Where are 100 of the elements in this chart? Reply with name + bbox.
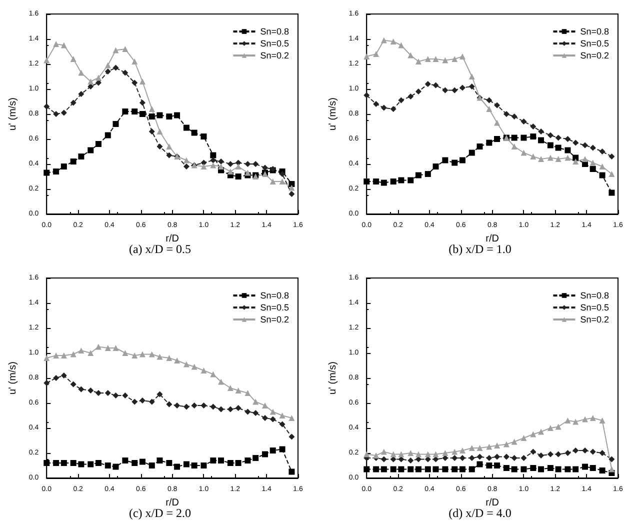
- point: [112, 464, 119, 470]
- point: [270, 448, 276, 454]
- point: [468, 455, 475, 461]
- point: [582, 156, 588, 162]
- point: [53, 375, 60, 381]
- point: [44, 170, 50, 176]
- point: [200, 402, 207, 408]
- point: [60, 110, 67, 116]
- point: [122, 458, 128, 464]
- point: [373, 466, 380, 472]
- point: [555, 156, 562, 162]
- point: [486, 140, 492, 146]
- point: [122, 46, 128, 52]
- point: [608, 466, 615, 472]
- point: [555, 451, 562, 458]
- point: [148, 351, 155, 358]
- point: [459, 466, 466, 472]
- point: [53, 460, 60, 466]
- point: [95, 74, 102, 81]
- point: [432, 466, 439, 472]
- point: [582, 448, 588, 454]
- point: [459, 448, 466, 454]
- point: [227, 460, 234, 466]
- point: [503, 441, 510, 448]
- point: [227, 406, 234, 412]
- point: [599, 164, 606, 170]
- point: [380, 456, 387, 462]
- point: [218, 164, 224, 170]
- point: [432, 82, 439, 88]
- point: [390, 178, 396, 184]
- point: [408, 94, 414, 100]
- point: [95, 390, 102, 396]
- point: [112, 392, 119, 398]
- point: [262, 164, 268, 171]
- point: [415, 466, 422, 472]
- point: [78, 154, 84, 160]
- point: [590, 160, 596, 166]
- point: [572, 448, 579, 454]
- point: [132, 398, 138, 405]
- point: [520, 118, 527, 124]
- point: [390, 38, 396, 44]
- point: [252, 398, 259, 405]
- point: [564, 136, 571, 142]
- point: [486, 455, 492, 461]
- legend-label: Sn=0.2: [260, 50, 290, 60]
- point: [148, 114, 155, 120]
- legend-label: Sn=0.5: [260, 302, 290, 312]
- point: [70, 56, 76, 62]
- point: [538, 137, 544, 144]
- point: [547, 132, 554, 138]
- point: [132, 80, 138, 86]
- point: [373, 452, 380, 458]
- point: [70, 460, 76, 466]
- point: [288, 415, 295, 421]
- point: [60, 460, 67, 466]
- point: [156, 144, 163, 150]
- point: [380, 180, 387, 186]
- point: [262, 402, 268, 408]
- point: [494, 462, 500, 468]
- point: [590, 144, 596, 151]
- point: [88, 78, 94, 84]
- point: [476, 445, 483, 451]
- legend-label: Sn=0.8: [580, 290, 610, 300]
- point: [599, 468, 606, 474]
- point: [564, 418, 571, 424]
- point: [44, 57, 50, 64]
- point: [380, 448, 387, 455]
- point: [520, 150, 527, 156]
- point: [53, 41, 60, 47]
- point: [270, 408, 276, 415]
- point: [390, 451, 396, 458]
- point: [432, 164, 439, 170]
- point: [408, 450, 414, 456]
- point: [44, 355, 50, 361]
- point: [390, 466, 396, 472]
- legend-label: Sn=0.8: [260, 26, 290, 36]
- point: [270, 178, 276, 184]
- point: [415, 172, 422, 178]
- point: [139, 351, 146, 358]
- point: [364, 466, 370, 472]
- point: [104, 132, 111, 138]
- point: [60, 372, 67, 378]
- point: [538, 128, 544, 134]
- point: [148, 398, 155, 405]
- point: [156, 458, 163, 464]
- point: [70, 351, 76, 358]
- point: [555, 424, 562, 430]
- point: [572, 154, 579, 161]
- point: [104, 462, 111, 468]
- point: [132, 352, 138, 358]
- point: [564, 450, 571, 456]
- point: [132, 460, 138, 466]
- point: [156, 128, 163, 134]
- text: (d) x/D = 4.0: [448, 506, 512, 520]
- point: [279, 178, 286, 184]
- point: [166, 114, 172, 120]
- point: [104, 390, 111, 396]
- point: [572, 158, 579, 164]
- point: [555, 466, 562, 472]
- point: [166, 144, 172, 150]
